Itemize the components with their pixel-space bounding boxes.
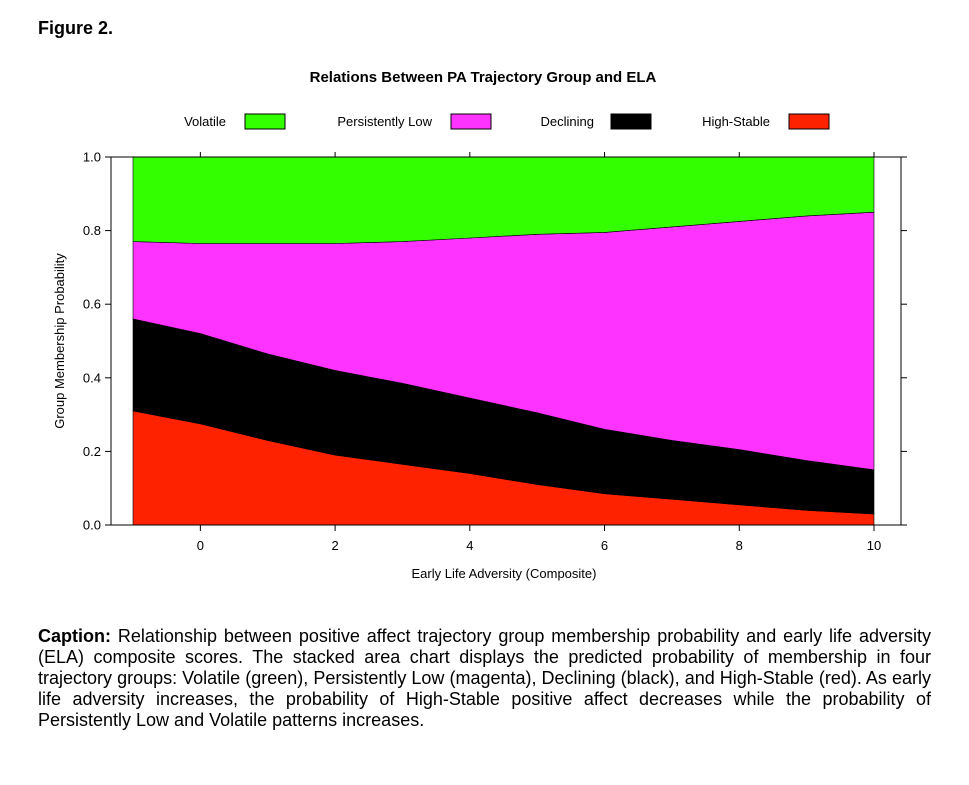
chart-axes: 0 2 4 6 8 10 0.0 0.2 0.4 0.6 0.8 1.0 (83, 150, 907, 553)
x-tick-label: 6 (601, 538, 608, 553)
stacked-area-chart: Relations Between PA Trajectory Group an… (52, 69, 907, 581)
x-tick-label: 10 (867, 538, 881, 553)
caption-label: Caption: (38, 626, 111, 646)
legend-swatch-persistently-low (450, 113, 492, 130)
legend-swatch-high-stable (788, 113, 830, 130)
legend-label-volatile: Volatile (184, 114, 226, 129)
caption-text: Relationship between positive affect tra… (38, 626, 931, 730)
x-tick-label: 2 (331, 538, 338, 553)
legend-label-persistently-low: Persistently Low (337, 114, 432, 129)
x-axis-label: Early Life Adversity (Composite) (412, 566, 597, 581)
y-tick-label: 0.8 (83, 223, 101, 238)
y-tick-label: 0.2 (83, 444, 101, 459)
area-layers (132, 156, 875, 526)
y-tick-label: 0.4 (83, 370, 101, 385)
y-axis-label: Group Membership Probability (52, 253, 67, 429)
chart-legend: Volatile Persistently Low Declining High-St… (184, 113, 830, 130)
figure-label: Figure 2. (38, 18, 114, 38)
y-tick-label: 1.0 (83, 150, 101, 165)
legend-swatch-declining (610, 113, 652, 130)
plot-frame (110, 156, 902, 526)
chart-title: Relations Between PA Trajectory Group an… (310, 69, 657, 86)
figure-caption: Caption: Relationship between positive a… (38, 626, 931, 731)
y-tick-label: 0.0 (83, 518, 101, 533)
legend-label-high-stable: High-Stable (702, 114, 770, 129)
y-tick-label: 0.6 (83, 297, 101, 312)
x-tick-label: 4 (466, 538, 473, 553)
legend-label-declining: Declining (541, 114, 594, 129)
x-tick-label: 8 (736, 538, 743, 553)
legend-swatch-volatile (244, 113, 286, 130)
x-tick-label: 0 (197, 538, 204, 553)
